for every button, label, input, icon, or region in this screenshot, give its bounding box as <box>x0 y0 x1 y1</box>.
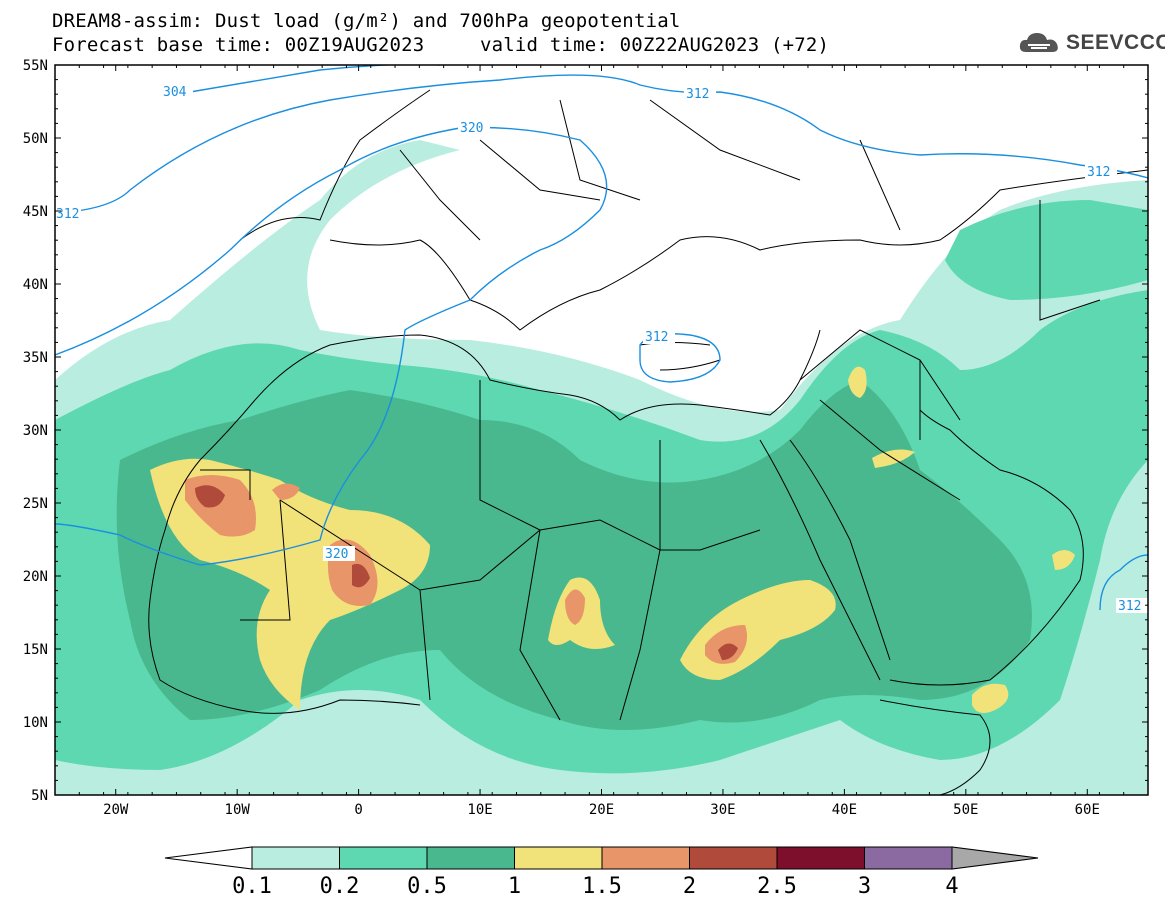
red-sea <box>759 439 891 681</box>
colorbar-over-arrow <box>951 846 1039 870</box>
europe-coast <box>239 89 1148 331</box>
contour-label: 312 <box>56 207 79 222</box>
lon-label: 30E <box>710 802 735 818</box>
colorbar-swatch <box>426 846 515 870</box>
colorbar-swatch <box>339 846 428 870</box>
lat-label: 55N <box>23 58 48 74</box>
dust-band-2-mali <box>352 563 370 588</box>
dust-band-1-yemen <box>972 683 1009 714</box>
contour-label: 320 <box>460 121 483 136</box>
map-title: DREAM8-assim: Dust load (g/m²) and 700hP… <box>52 10 681 32</box>
arabia-coast <box>889 409 1084 686</box>
dust-band-1-oman <box>1052 550 1075 570</box>
contour-label: 312 <box>1087 165 1110 180</box>
forecast-times: Forecast base time: 00Z19AUG2023 valid ti… <box>52 34 829 56</box>
dust-band-0.2-east <box>945 200 1148 300</box>
lat-label: 20N <box>23 569 48 585</box>
valid-time: valid time: 00Z22AUG2023 (+72) <box>480 34 830 56</box>
contour-label: 312 <box>645 330 668 345</box>
lat-label: 10N <box>23 715 48 731</box>
lon-label: 40E <box>832 802 857 818</box>
lon-label: 10W <box>225 802 251 818</box>
lat-label: 25N <box>23 496 48 512</box>
contour-320 <box>55 126 608 566</box>
lat-label: 15N <box>23 642 48 658</box>
colorbar-swatch <box>514 846 603 870</box>
seevccc-logo: SEEVCCC <box>1018 30 1165 56</box>
contour-label-group: 304 312 320 312 312 320 312 312 <box>51 84 1148 614</box>
lon-label: 10E <box>467 802 492 818</box>
colorbar-swatch <box>689 846 778 870</box>
colorbar-label: 0.2 <box>320 874 360 899</box>
geopotential-contours <box>55 65 1148 611</box>
lat-label: 5N <box>31 788 48 804</box>
colorbar-swatch <box>776 846 865 870</box>
lon-label: 60E <box>1075 802 1100 818</box>
contour-label: 320 <box>325 547 348 562</box>
colorbar-swatch <box>864 846 953 870</box>
dust-band-1.5-alg <box>272 483 300 500</box>
colorbar-under-arrow <box>164 846 253 870</box>
colorbar-label: 0.5 <box>407 874 447 899</box>
lat-label: 45N <box>23 204 48 220</box>
contour-304 <box>189 65 440 93</box>
colorbar-label: 2.5 <box>757 874 797 899</box>
dust-band-0.5 <box>116 380 1032 730</box>
colorbar-swatch <box>251 846 340 870</box>
contour-312-north <box>55 74 1148 214</box>
europe-borders <box>399 99 901 241</box>
horn-coast <box>879 699 991 795</box>
cloud-icon <box>1019 33 1058 52</box>
dust-band-2 <box>195 485 225 508</box>
latitude-axis: 5N 10N 15N 20N 25N 30N 35N 40N 45N 50N 55N <box>23 58 1148 804</box>
africa-north-coast <box>254 329 821 421</box>
contour-label: 312 <box>1118 599 1141 614</box>
lon-label: 50E <box>953 802 978 818</box>
mideast-borders <box>799 200 1101 501</box>
dust-band-1.5-chad <box>565 589 585 625</box>
logo-text: SEEVCCC <box>1066 31 1165 54</box>
africa-west-coast <box>148 399 421 714</box>
lon-label: 20E <box>589 802 614 818</box>
colorbar-label: 0.1 <box>232 874 272 899</box>
dust-band-2-sudan <box>718 643 738 660</box>
colorbar: 0.1 0.2 0.5 1 1.5 2 2.5 3 4 <box>164 846 1039 899</box>
contour-label: 304 <box>163 85 187 100</box>
colorbar-label: 3 <box>858 874 871 899</box>
lat-label: 35N <box>23 350 48 366</box>
colorbar-label: 4 <box>945 874 958 899</box>
lat-label: 30N <box>23 423 48 439</box>
colorbar-label: 1.5 <box>582 874 622 899</box>
coastlines <box>148 89 1148 795</box>
colorbar-label: 1 <box>508 874 521 899</box>
dust-fields <box>55 65 1148 795</box>
colorbar-label: 2 <box>683 874 696 899</box>
longitude-axis: 20W 10W 0 10E 20E 30E 40E 50E 60E <box>54 65 1149 818</box>
dust-band-1-iraq <box>848 366 867 398</box>
colorbar-swatch <box>601 846 690 870</box>
africa-borders <box>200 380 761 721</box>
contour-312-east <box>1099 554 1148 611</box>
lon-label: 20W <box>103 802 129 818</box>
base-time: Forecast base time: 00Z19AUG2023 <box>52 34 425 56</box>
contour-label: 312 <box>686 87 709 102</box>
lon-label: 0 <box>354 802 362 818</box>
lat-label: 50N <box>23 131 48 147</box>
lat-label: 40N <box>23 277 48 293</box>
